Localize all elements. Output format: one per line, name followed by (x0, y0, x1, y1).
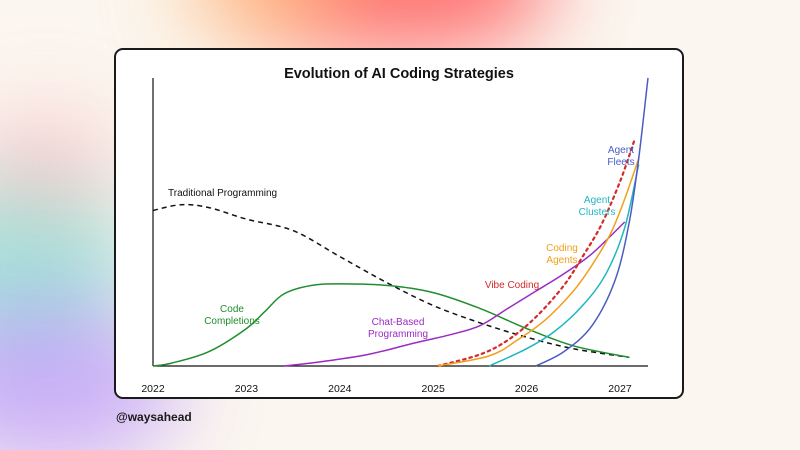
x-tick-label: 2027 (608, 383, 632, 395)
series-label-chat-based-programming: Chat-Based Programming (368, 317, 428, 340)
series-label-coding-agents: Coding Agents (546, 243, 578, 266)
series-label-code-completions: Code Completions (204, 304, 260, 327)
x-tick-label: 2024 (328, 383, 352, 395)
x-tick-label: 2022 (141, 383, 165, 395)
x-tick-label: 2023 (235, 383, 259, 395)
x-tick-label: 2025 (422, 383, 446, 395)
series-line-agent-clusters (488, 164, 640, 367)
series-line-code-completions (152, 283, 630, 367)
series-line-agent-fleets (535, 77, 649, 367)
x-tick-label: 2026 (515, 383, 539, 395)
chart-title: Evolution of AI Coding Strategies (284, 66, 514, 82)
series-line-vibe-coding (436, 140, 636, 368)
series-layer (152, 77, 649, 368)
series-line-traditional-programming (152, 203, 630, 359)
series-label-agent-clusters: Agent Clusters (579, 195, 616, 218)
tick-layer: 2022 2023 2024 2025 2026 2027 (141, 383, 631, 395)
series-label-traditional-programming: Traditional Programming (168, 188, 277, 199)
series-label-agent-fleets: Agent Fleets (607, 145, 634, 168)
pink-glow (0, 110, 120, 220)
series-line-chat-based-programming (283, 221, 626, 367)
chart-svg: Evolution of AI Coding Strategies 2022 20… (141, 66, 649, 395)
series-line-coding-agents (437, 158, 640, 367)
author-handle: @waysahead (116, 410, 192, 424)
series-label-vibe-coding: Vibe Coding (485, 280, 539, 291)
chart-card: Evolution of AI Coding Strategies 2022 20… (114, 48, 684, 399)
label-layer: Traditional Programming Code Completions Ch… (168, 145, 635, 340)
